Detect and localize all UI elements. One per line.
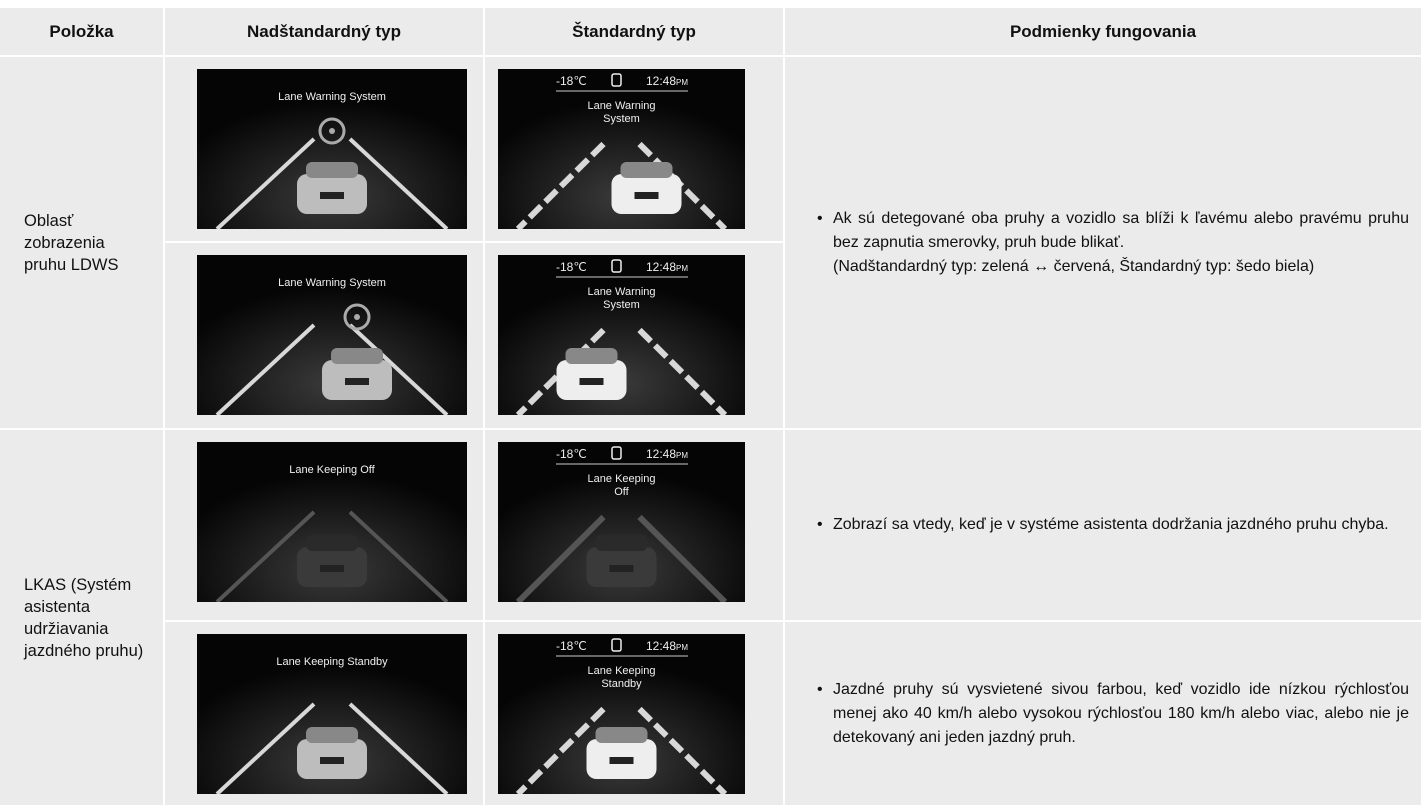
lane-line [515,706,606,794]
car-window [306,162,358,178]
status-icon [611,73,622,87]
premium-screen: Lane Keeping Standby [197,634,467,794]
temperature: -18℃ [556,639,587,653]
time: 12:48PM [646,260,688,274]
condition-text: Jazdné pruhy sú vysvietené sivou farbou,… [817,678,1409,750]
premium-screen: Lane Warning System [197,69,467,229]
header-cell: Podmienky fungovania [785,8,1421,55]
screen-label: Lane Keeping Standby [276,656,388,668]
time-value: 12:48 [646,447,676,461]
lane-line [348,702,449,794]
car-window [306,535,358,551]
condition-text: Zobrazí sa vtedy, keď je v systéme asist… [817,513,1409,537]
time-value: 12:48 [646,639,676,653]
car-plate [579,378,604,385]
lane-line [637,327,728,415]
screen-label: System [603,113,640,125]
time-suffix: PM [676,78,688,87]
screen-label: Lane Warning [587,100,655,112]
screen-label: Lane Warning System [278,91,386,103]
item-line: udržiavania [24,619,109,638]
lane-line [348,137,449,229]
premium-screen: Lane Warning System [197,255,467,415]
time: 12:48PM [646,74,688,88]
time-value: 12:48 [646,260,676,274]
car-window [620,162,673,178]
temperature: -18℃ [556,74,587,88]
car-window [306,727,358,743]
header-cell: Štandardný typ [485,8,783,55]
lane-line [215,323,316,415]
car-plate [320,192,344,199]
item-line: asistenta [24,597,91,616]
time: 12:48PM [646,447,688,461]
steering-icon [318,117,346,145]
conditions-cell: Jazdné pruhy sú vysvietené sivou farbou,… [785,622,1421,805]
car-plate [320,757,344,764]
item-line: LKAS (Systém [24,575,132,594]
lane-line [348,510,449,602]
condition-note: (Nadštandardný typ: zelená ↔ červená, Št… [833,257,1315,275]
car-plate [345,378,369,385]
temperature: -18℃ [556,260,587,274]
conditions-cell: Ak sú detegované oba pruhy a vozidlo sa … [785,57,1421,428]
item-line: zobrazenia [24,233,105,252]
screen-label: Lane Warning System [278,277,386,289]
header-cell: Nadštandardný typ [165,8,483,55]
car-plate [634,192,659,199]
steering-icon [343,303,371,331]
car-plate [609,757,634,764]
time-suffix: PM [676,264,688,273]
car-window [595,727,648,743]
premium-screen: Lane Keeping Off [197,442,467,602]
time-suffix: PM [676,643,688,652]
screen-label: Off [614,486,629,498]
time: 12:48PM [646,639,688,653]
temperature: -18℃ [556,447,587,461]
item-line: pruhu LDWS [24,255,119,274]
lane-line [348,323,449,415]
header-cell: Položka [0,8,163,55]
lane-line [515,141,606,229]
lane-line [637,514,728,602]
lane-line [515,514,606,602]
lane-line [215,137,316,229]
screen-label: System [603,299,640,311]
status-icon [611,259,622,273]
screen-label: Lane Keeping [588,473,656,485]
car-plate [320,565,344,572]
screen-label: Lane Warning [587,286,655,298]
item-line: Oblasť [24,211,74,230]
time-value: 12:48 [646,74,676,88]
car-plate [609,565,634,572]
item-cell: Oblasť zobrazenia pruhu LDWS [0,57,163,428]
lane-line [215,510,316,602]
time-suffix: PM [676,451,688,460]
car-window [331,348,383,364]
steering-hub [354,314,360,320]
screen-label: Standby [601,678,642,690]
item-line: jazdného pruhu) [24,641,144,660]
status-icon [611,638,622,652]
steering-hub [329,128,335,134]
lane-line [637,706,728,794]
condition-text: Ak sú detegované oba pruhy a vozidlo sa … [817,207,1409,255]
screen-label: Lane Keeping Off [289,464,375,476]
conditions-cell: Zobrazí sa vtedy, keď je v systéme asist… [785,430,1421,620]
status-icon [611,446,622,460]
car-window [565,348,618,364]
lane-line [215,702,316,794]
item-cell: LKAS (Systém asistenta udržiavania jazdného… [0,430,163,805]
lane-line [515,327,606,415]
car-window [595,535,648,551]
lane-line [637,141,728,229]
screen-label: Lane Keeping [588,665,656,677]
